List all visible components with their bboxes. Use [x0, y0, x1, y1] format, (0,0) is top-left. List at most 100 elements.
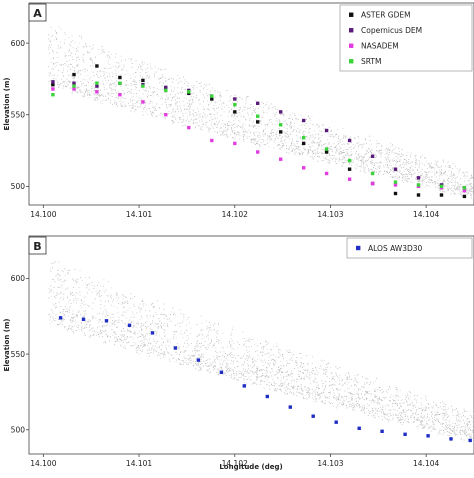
point-cloud-dot [91, 95, 92, 96]
point-cloud-dot [347, 388, 348, 389]
point-cloud-dot [74, 67, 75, 68]
point-cloud-dot [214, 131, 215, 132]
point-cloud-dot [411, 174, 412, 175]
point-cloud-dot [328, 151, 329, 152]
point-cloud-dot [254, 373, 255, 374]
point-cloud-dot [360, 389, 361, 390]
point-cloud-dot [261, 370, 262, 371]
point-cloud-dot [393, 399, 394, 400]
point-cloud-dot [64, 81, 65, 82]
point-cloud-dot [302, 372, 303, 373]
point-cloud-dot [82, 326, 83, 327]
point-cloud-dot [114, 324, 115, 325]
point-cloud-dot [325, 369, 326, 370]
point-cloud-dot [298, 374, 299, 375]
point-cloud-dot [256, 128, 257, 129]
point-cloud-dot [65, 56, 66, 57]
point-cloud-dot [380, 162, 381, 163]
point-cloud-dot [210, 371, 211, 372]
point-cloud-dot [109, 85, 110, 86]
point-cloud-dot [93, 72, 94, 73]
point-cloud-dot [463, 415, 464, 416]
point-cloud-dot [290, 122, 291, 123]
point-cloud-dot [130, 298, 131, 299]
point-cloud-dot [250, 107, 251, 108]
point-cloud-dot [68, 273, 69, 274]
point-cloud-dot [341, 153, 342, 154]
point-cloud-dot [172, 82, 173, 83]
point-cloud-dot [173, 339, 174, 340]
point-cloud-dot [216, 108, 217, 109]
point-cloud-dot [310, 383, 311, 384]
point-cloud-dot [450, 189, 451, 190]
point-cloud-dot [290, 133, 291, 134]
data-point-srtm [279, 123, 282, 126]
point-cloud-dot [308, 153, 309, 154]
point-cloud-dot [293, 388, 294, 389]
point-cloud-dot [136, 348, 137, 349]
point-cloud-dot [110, 83, 111, 84]
point-cloud-dot [214, 123, 215, 124]
point-cloud-dot [336, 375, 337, 376]
point-cloud-dot [404, 171, 405, 172]
point-cloud-dot [63, 86, 64, 87]
point-cloud-dot [419, 181, 420, 182]
point-cloud-dot [188, 106, 189, 107]
point-cloud-dot [96, 74, 97, 75]
point-cloud-dot [406, 164, 407, 165]
point-cloud-dot [300, 371, 301, 372]
point-cloud-dot [52, 263, 53, 264]
point-cloud-dot [80, 305, 81, 306]
point-cloud-dot [220, 128, 221, 129]
point-cloud-dot [333, 397, 334, 398]
point-cloud-dot [115, 57, 116, 58]
point-cloud-dot [256, 371, 257, 372]
point-cloud-dot [85, 79, 86, 80]
point-cloud-dot [157, 327, 158, 328]
point-cloud-dot [175, 325, 176, 326]
point-cloud-dot [237, 132, 238, 133]
point-cloud-dot [459, 418, 460, 419]
data-point-nasadem [210, 139, 213, 142]
point-cloud-dot [387, 152, 388, 153]
point-cloud-dot [407, 178, 408, 179]
point-cloud-dot [244, 362, 245, 363]
point-cloud-dot [169, 111, 170, 112]
point-cloud-dot [321, 397, 322, 398]
point-cloud-dot [184, 98, 185, 99]
point-cloud-dot [76, 48, 77, 49]
point-cloud-dot [387, 413, 388, 414]
point-cloud-dot [191, 104, 192, 105]
point-cloud-dot [357, 393, 358, 394]
point-cloud-dot [325, 396, 326, 397]
point-cloud-dot [109, 57, 110, 58]
point-cloud-dot [189, 362, 190, 363]
point-cloud-dot [266, 353, 267, 354]
point-cloud-dot [164, 352, 165, 353]
point-cloud-dot [208, 347, 209, 348]
point-cloud-dot [445, 404, 446, 405]
point-cloud-dot [306, 370, 307, 371]
point-cloud-dot [143, 337, 144, 338]
point-cloud-dot [335, 136, 336, 137]
point-cloud-dot [407, 176, 408, 177]
point-cloud-dot [259, 133, 260, 134]
point-cloud-dot [324, 370, 325, 371]
point-cloud-dot [408, 163, 409, 164]
point-cloud-dot [455, 182, 456, 183]
point-cloud-dot [60, 299, 61, 300]
point-cloud-dot [293, 130, 294, 131]
point-cloud-dot [329, 148, 330, 149]
point-cloud-dot [375, 168, 376, 169]
point-cloud-dot [285, 384, 286, 385]
point-cloud-dot [185, 108, 186, 109]
legend-swatch [349, 28, 353, 32]
point-cloud-dot [227, 137, 228, 138]
point-cloud-dot [61, 65, 62, 66]
point-cloud-dot [292, 112, 293, 113]
point-cloud-dot [364, 143, 365, 144]
point-cloud-dot [415, 155, 416, 156]
point-cloud-dot [57, 318, 58, 319]
point-cloud-dot [223, 374, 224, 375]
point-cloud-dot [364, 407, 365, 408]
